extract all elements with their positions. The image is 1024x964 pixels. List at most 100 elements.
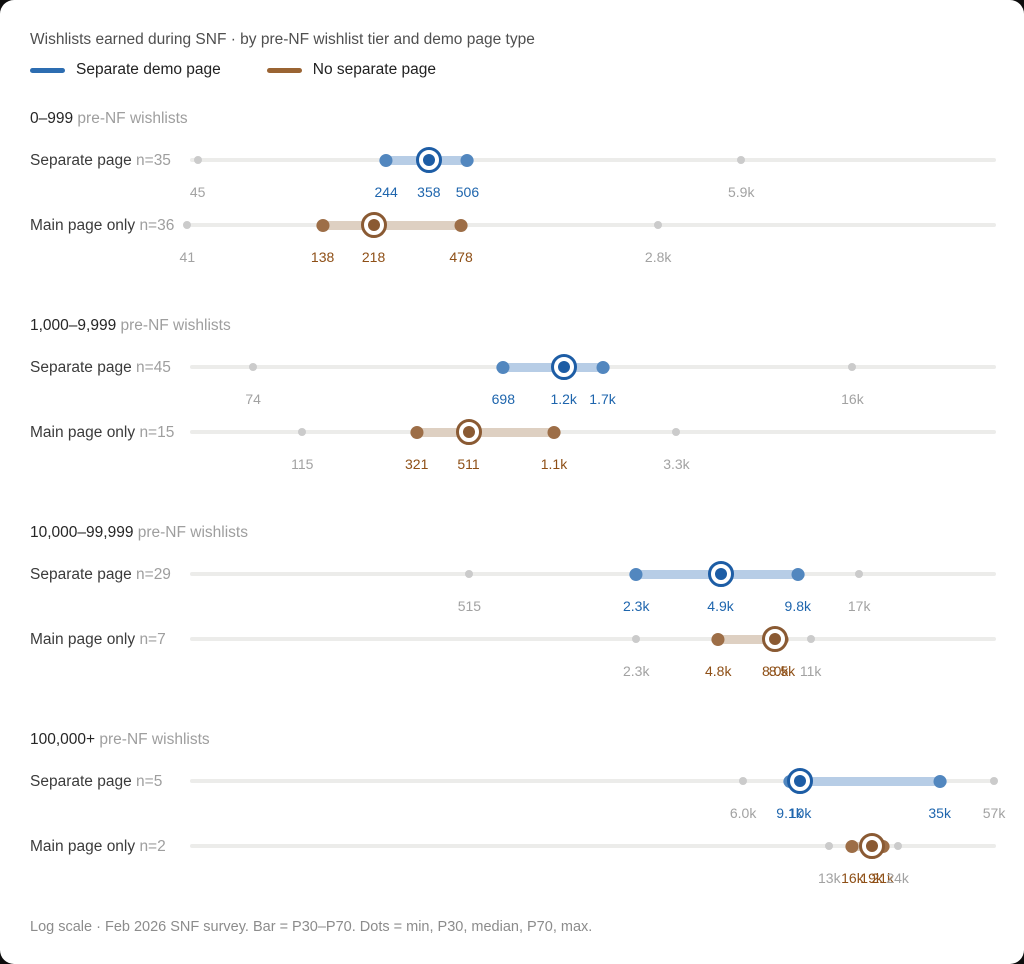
row-sample-size: n=15 (139, 424, 175, 441)
p30-p70-bar (315, 220, 469, 230)
value-label-median: 358 (417, 184, 441, 200)
chart-title: Wishlists earned during SNF · by pre-NF … (30, 31, 535, 48)
value-label-p30: 4.8k (704, 663, 732, 679)
track-baseline (190, 430, 996, 434)
value-label-max: 11k (799, 663, 822, 679)
dot-median-inner (422, 154, 435, 166)
value-label-p70: 478 (449, 249, 473, 265)
legend-swatch-separate-icon (30, 67, 65, 73)
dot-p70 (933, 775, 947, 788)
legend-item-separate: Separate demo page (30, 61, 221, 79)
chart-section: 10,000–99,999 pre-NF wishlists Separate p… (30, 524, 996, 694)
dot-median (707, 561, 734, 587)
chart-section: 100,000+ pre-NF wishlists Separate page n… (30, 731, 1005, 901)
row-label-text: Main page only (30, 838, 140, 855)
row-label: Separate page n=45 (30, 357, 190, 422)
p30-p70-bar (711, 634, 789, 644)
value-label-median: 4.9k (707, 598, 734, 614)
row-label-text: Separate page (30, 773, 137, 790)
dot-max (990, 777, 999, 785)
dot-max (737, 156, 746, 164)
value-label-min: 13k (817, 870, 841, 886)
dot-p70 (460, 154, 474, 167)
legend-item-main: No separate page (266, 61, 437, 79)
section-tier-suffix: pre-NF wishlists (95, 731, 210, 748)
dot-median-inner (769, 633, 782, 645)
dot-min (249, 363, 258, 371)
dot-min (193, 156, 202, 164)
section-header: 100,000+ pre-NF wishlists (30, 731, 996, 749)
value-label-p70: 21k (871, 870, 895, 886)
dot-max (806, 635, 815, 643)
row-track: 41 138 218 478 2.8k (180, 212, 996, 280)
dot-max (855, 570, 864, 578)
value-label-min: 41 (179, 249, 196, 265)
plot-row: Separate page n=45 74 698 1.2k 1.7k 16k (30, 354, 996, 422)
value-label-median: 19k (860, 870, 883, 886)
track-baseline (190, 844, 996, 848)
value-label-p30: 2.3k (622, 598, 650, 614)
chart-section: 0–999 pre-NF wishlists Separate page n=35… (30, 110, 996, 280)
dot-min (465, 570, 474, 578)
row-label-text: Separate page (30, 359, 137, 376)
section-header: 1,000–9,999 pre-NF wishlists (30, 317, 996, 335)
dot-min (825, 842, 834, 850)
dot-max (893, 842, 902, 850)
dot-median (762, 626, 789, 652)
legend-label-main: No separate page (312, 61, 437, 78)
row-sample-size: n=45 (136, 359, 171, 376)
section-tier-suffix: pre-NF wishlists (73, 110, 188, 127)
plot-row: Main page only n=2 13k 16k 19k 21k 24k (30, 833, 996, 901)
dot-max (672, 428, 681, 436)
dot-min (298, 428, 307, 436)
track-baseline (190, 158, 996, 162)
p30-p70-bar (782, 776, 947, 786)
dot-max (848, 363, 857, 371)
dot-median-inner (714, 568, 727, 580)
section-tier: 10,000–99,999 (30, 524, 134, 541)
dot-p70 (547, 426, 561, 439)
dot-median (360, 212, 387, 238)
row-label-text: Main page only (30, 631, 140, 648)
chart-sections: 0–999 pre-NF wishlists Separate page n=35… (30, 110, 1005, 901)
row-track: 45 244 358 506 5.9k (190, 147, 996, 215)
track-baseline (190, 572, 996, 576)
dot-median-inner (367, 219, 380, 231)
value-label-p30: 9.1k (776, 805, 803, 821)
row-sample-size: n=29 (136, 566, 171, 583)
dot-p30 (845, 840, 859, 853)
section-header: 0–999 pre-NF wishlists (30, 110, 996, 128)
value-label-min: 74 (245, 391, 261, 407)
value-label-max: 57k (982, 805, 1006, 821)
row-label-text: Main page only (30, 424, 140, 441)
dot-median (550, 354, 577, 380)
value-label-median: 218 (361, 249, 386, 265)
value-label-p30: 244 (374, 184, 398, 200)
dot-max (654, 221, 663, 229)
row-label: Main page only n=36 (30, 215, 190, 280)
dot-p30 (629, 568, 643, 581)
value-label-p70: 9.8k (784, 598, 812, 614)
value-label-min: 6.0k (729, 805, 757, 821)
chart-section: 1,000–9,999 pre-NF wishlists Separate pag… (30, 317, 996, 487)
value-label-median: 1.2k (550, 391, 577, 407)
dot-p30 (410, 426, 424, 439)
dot-p70 (791, 568, 805, 581)
dot-p70 (454, 219, 468, 232)
value-label-p70: 506 (455, 184, 480, 200)
track-baseline (190, 637, 996, 641)
row-label-text: Separate page (30, 152, 137, 169)
row-sample-size: n=7 (139, 631, 166, 648)
value-label-max: 16k (841, 391, 864, 407)
row-track: 115 321 511 1.1k 3.3k (190, 419, 996, 487)
dot-min (739, 777, 748, 785)
value-label-p70: 35k (928, 805, 951, 821)
dot-median-inner (557, 361, 570, 373)
dot-median (415, 147, 442, 173)
plot-row: Separate page n=5 6.0k 9.1k 10k 35k 57k (30, 768, 1005, 836)
value-label-median: 511 (457, 456, 480, 472)
value-label-median: 10k (788, 805, 812, 821)
dot-p70 (596, 361, 610, 374)
row-track: 515 2.3k 4.9k 9.8k 17k (190, 561, 996, 629)
